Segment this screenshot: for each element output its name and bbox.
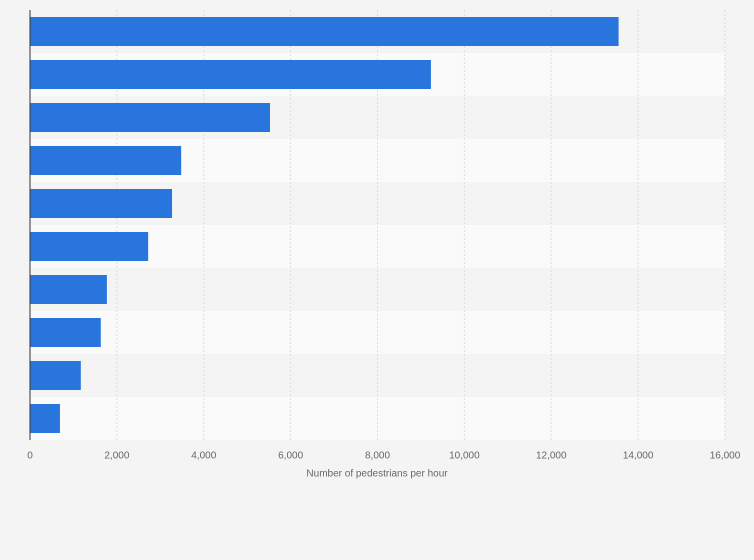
bar [30, 232, 149, 261]
x-tick-label: 4,000 [191, 451, 216, 462]
bar [30, 275, 107, 304]
x-tick-label: 14,000 [623, 451, 654, 462]
bar [30, 189, 173, 218]
x-tick-label: 2,000 [104, 451, 129, 462]
bar [30, 318, 101, 347]
x-tick-label: 6,000 [278, 451, 303, 462]
bar [30, 361, 81, 390]
bar [30, 146, 182, 175]
x-axis-label: Number of pedestrians per hour [306, 469, 448, 480]
bar [30, 17, 619, 46]
x-tick-label: 0 [27, 451, 33, 462]
x-tick-label: 10,000 [449, 451, 480, 462]
bar [30, 103, 270, 132]
x-tick-label: 16,000 [710, 451, 741, 462]
x-tick-label: 12,000 [536, 451, 567, 462]
bar [30, 404, 60, 433]
bar [30, 60, 431, 89]
x-tick-label: 8,000 [365, 451, 390, 462]
